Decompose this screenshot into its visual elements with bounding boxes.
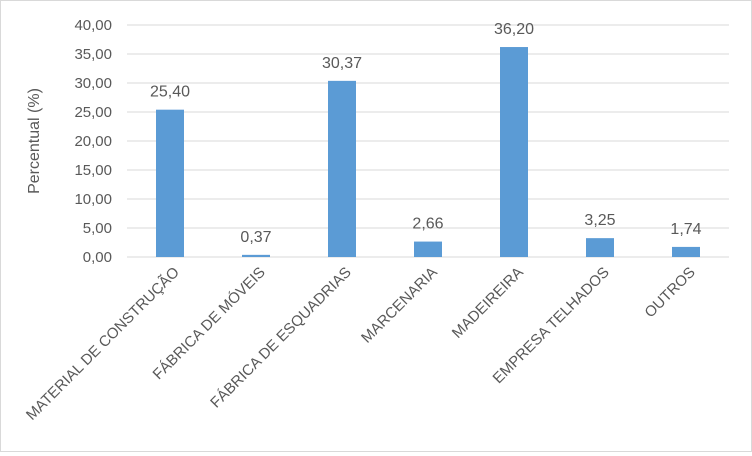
gridlines <box>127 24 729 258</box>
data-labels: 25,40 0,37 30,37 2,66 36,20 3,25 1,74 <box>150 21 702 246</box>
bar <box>156 109 184 258</box>
y-tick-label: 5,00 <box>83 220 112 237</box>
data-label: 3,25 <box>584 212 615 229</box>
category-label: MARCENARIA <box>358 264 441 347</box>
data-label: 25,40 <box>150 84 190 101</box>
bar <box>500 47 528 257</box>
y-tick-label: 10,00 <box>74 191 112 208</box>
y-tick-label: 35,00 <box>74 46 112 63</box>
y-tick-label: 30,00 <box>74 75 112 92</box>
data-label: 2,66 <box>412 216 443 233</box>
bars <box>156 47 700 258</box>
y-tick-label: 0,00 <box>83 249 112 266</box>
category-label: OUTROS <box>641 264 698 321</box>
category-label: MADEIREIRA <box>449 264 527 342</box>
bar <box>672 246 700 257</box>
y-tick-label: 25,00 <box>74 104 112 121</box>
y-axis-ticks: 0,00 5,00 10,00 15,00 20,00 25,00 30,00 35,00 40… <box>74 17 112 266</box>
bar <box>586 238 614 257</box>
bar <box>242 254 270 257</box>
bar <box>328 80 356 257</box>
data-label: 30,37 <box>322 55 362 72</box>
data-label: 36,20 <box>494 21 534 38</box>
category-label: FÁBRICA DE ESQUADRIAS <box>207 264 355 412</box>
y-tick-label: 20,00 <box>74 133 112 150</box>
category-label: MATERIAL DE CONSTRUÇÃO <box>23 264 183 424</box>
y-tick-label: 15,00 <box>74 162 112 179</box>
data-label: 0,37 <box>240 229 271 246</box>
y-tick-label: 40,00 <box>74 17 112 34</box>
y-axis-title: Percentual (%) <box>26 88 43 194</box>
data-label: 1,74 <box>670 221 701 238</box>
bar <box>414 241 442 257</box>
